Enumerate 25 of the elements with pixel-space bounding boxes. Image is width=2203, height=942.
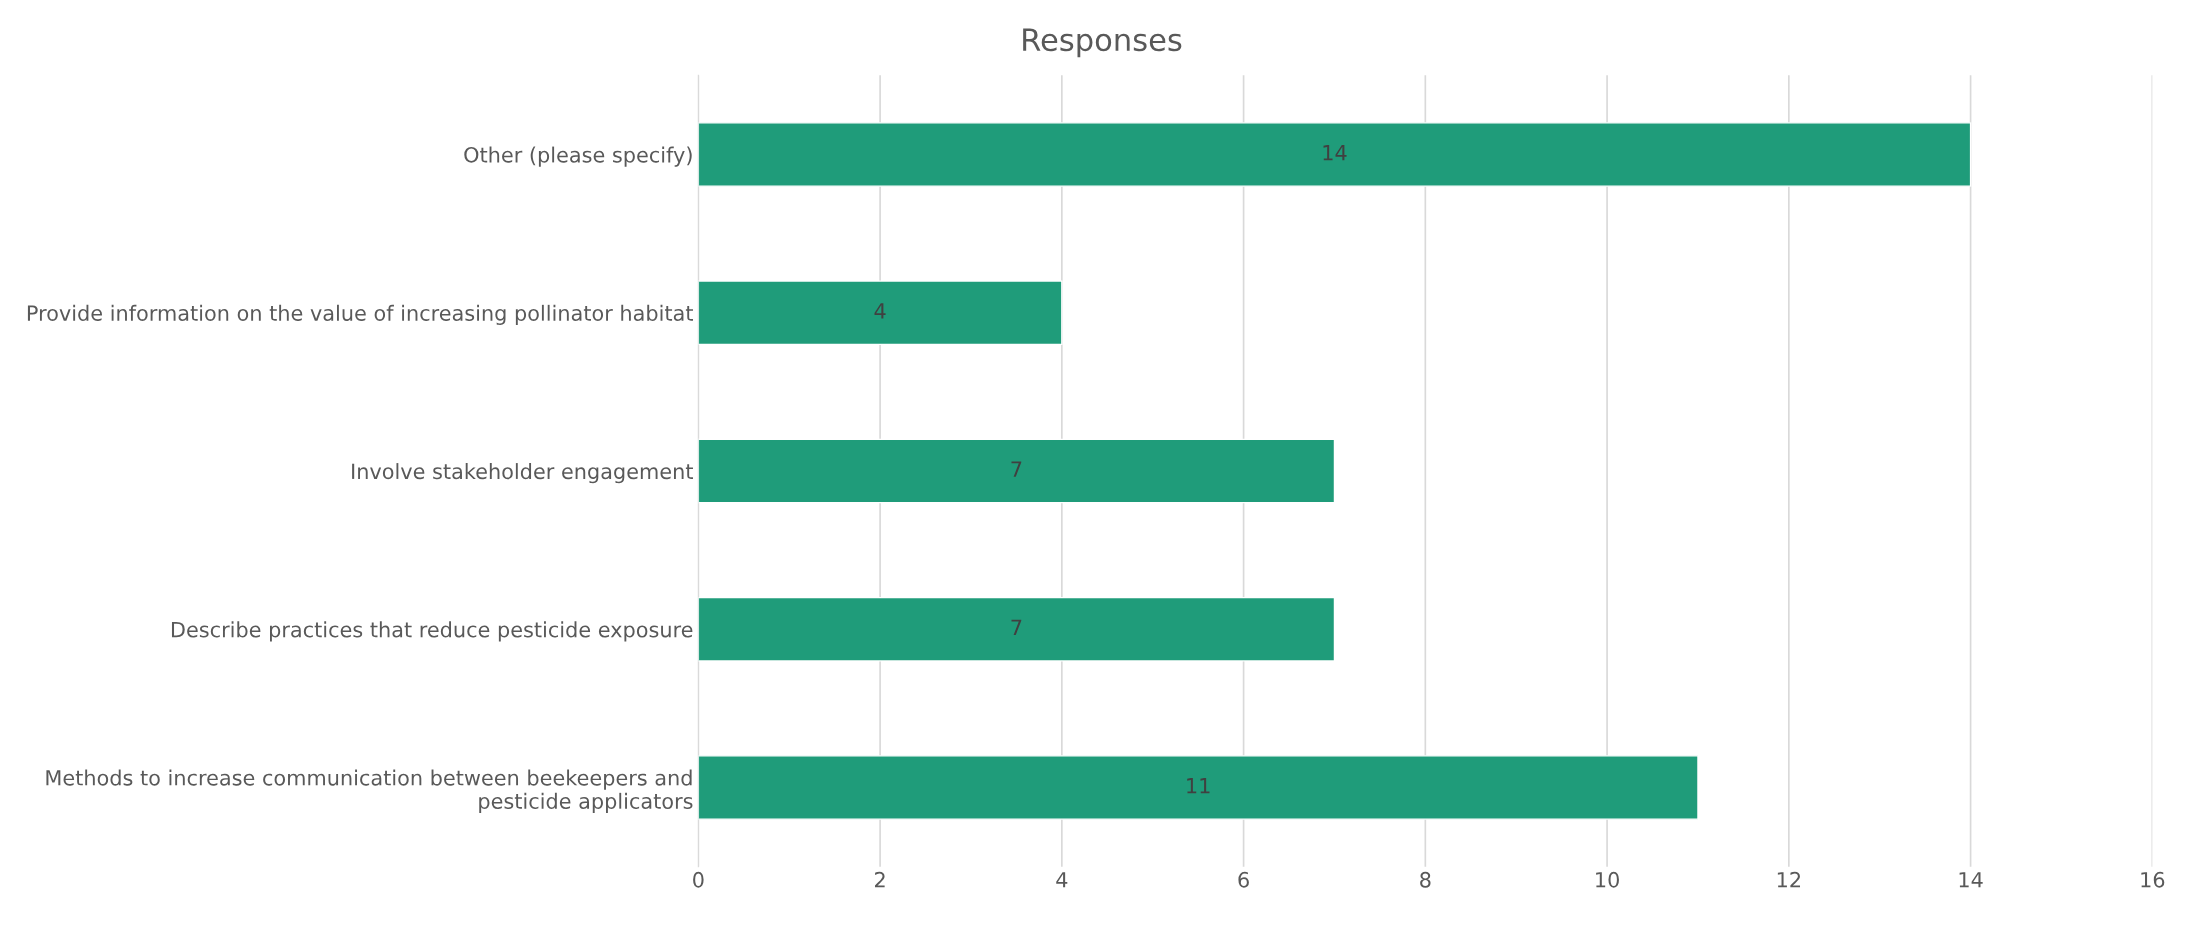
x-tick-label: 4 xyxy=(1056,872,1068,888)
y-tick-label: Other (please specify) xyxy=(464,146,692,167)
x-tick-label: 16 xyxy=(2141,871,2165,888)
data-label: 7 xyxy=(1011,461,1022,477)
data-label: 11 xyxy=(1187,778,1210,794)
x-tick-label: 6 xyxy=(1238,871,1249,888)
bar xyxy=(698,122,1972,187)
y-tick-label: Involve stakeholder engagement xyxy=(352,463,693,484)
x-tick-label: 8 xyxy=(1420,871,1431,888)
y-tick-label: Methods to increase communication between beekeepers and pesticide applicators xyxy=(46,769,693,814)
data-label: 7 xyxy=(1011,619,1022,635)
x-tick-label: 0 xyxy=(693,871,704,888)
x-tick-label: 2 xyxy=(875,871,885,888)
x-tick-label: 14 xyxy=(1959,872,1983,888)
x-tick-label: 12 xyxy=(1777,871,1800,888)
chart-title: Responses xyxy=(1023,28,1182,58)
y-tick-label: Provide information on the value of increasing pollinator habitat xyxy=(27,304,693,325)
x-tick-label: 10 xyxy=(1596,871,1619,888)
bar xyxy=(698,280,1063,346)
bar xyxy=(698,755,1699,820)
data-label: 14 xyxy=(1323,145,1347,161)
y-tick-label: Describe practices that reduce pesticide exposure xyxy=(171,621,693,642)
data-label: 4 xyxy=(874,303,886,319)
bar xyxy=(698,438,1336,504)
bar xyxy=(698,596,1336,662)
